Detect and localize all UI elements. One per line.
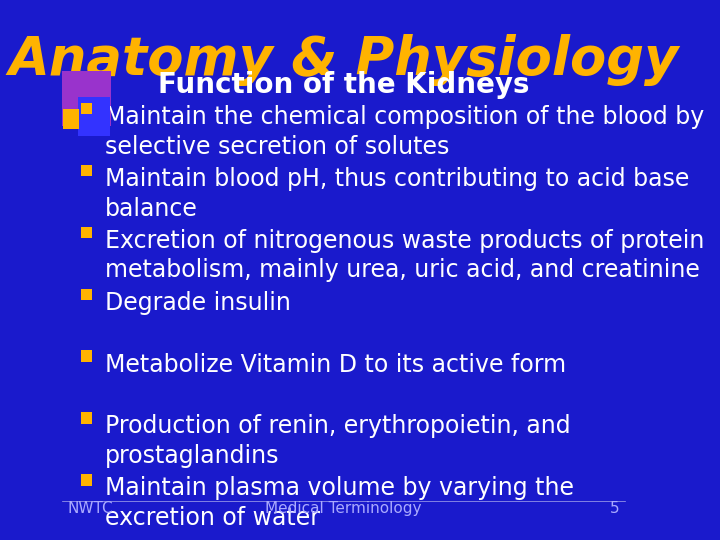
Text: Maintain blood pH, thus contributing to acid base
balance: Maintain blood pH, thus contributing to … — [105, 167, 690, 220]
Text: Function of the Kidneys: Function of the Kidneys — [158, 71, 529, 99]
Text: Medical Terminology: Medical Terminology — [266, 501, 422, 516]
FancyBboxPatch shape — [81, 227, 92, 238]
Text: Production of renin, erythropoietin, and
prostaglandins: Production of renin, erythropoietin, and… — [105, 414, 571, 468]
FancyBboxPatch shape — [81, 413, 92, 424]
Text: NWTC: NWTC — [68, 501, 113, 516]
Text: Metabolize Vitamin D to its active form: Metabolize Vitamin D to its active form — [105, 353, 566, 376]
FancyBboxPatch shape — [81, 288, 92, 300]
FancyBboxPatch shape — [81, 103, 92, 114]
FancyBboxPatch shape — [81, 350, 92, 362]
FancyBboxPatch shape — [63, 109, 79, 129]
FancyBboxPatch shape — [81, 474, 92, 486]
Text: Anatomy & Physiology: Anatomy & Physiology — [9, 34, 679, 86]
FancyBboxPatch shape — [81, 165, 92, 176]
Text: Degrade insulin: Degrade insulin — [105, 291, 291, 315]
FancyBboxPatch shape — [62, 71, 111, 126]
Text: Maintain plasma volume by varying the
excretion of water: Maintain plasma volume by varying the ex… — [105, 476, 574, 530]
Text: Excretion of nitrogenous waste products of protein
metabolism, mainly urea, uric: Excretion of nitrogenous waste products … — [105, 229, 704, 282]
FancyBboxPatch shape — [78, 97, 109, 137]
Text: 5: 5 — [610, 501, 620, 516]
Text: Maintain the chemical composition of the blood by
selective secretion of solutes: Maintain the chemical composition of the… — [105, 105, 704, 159]
